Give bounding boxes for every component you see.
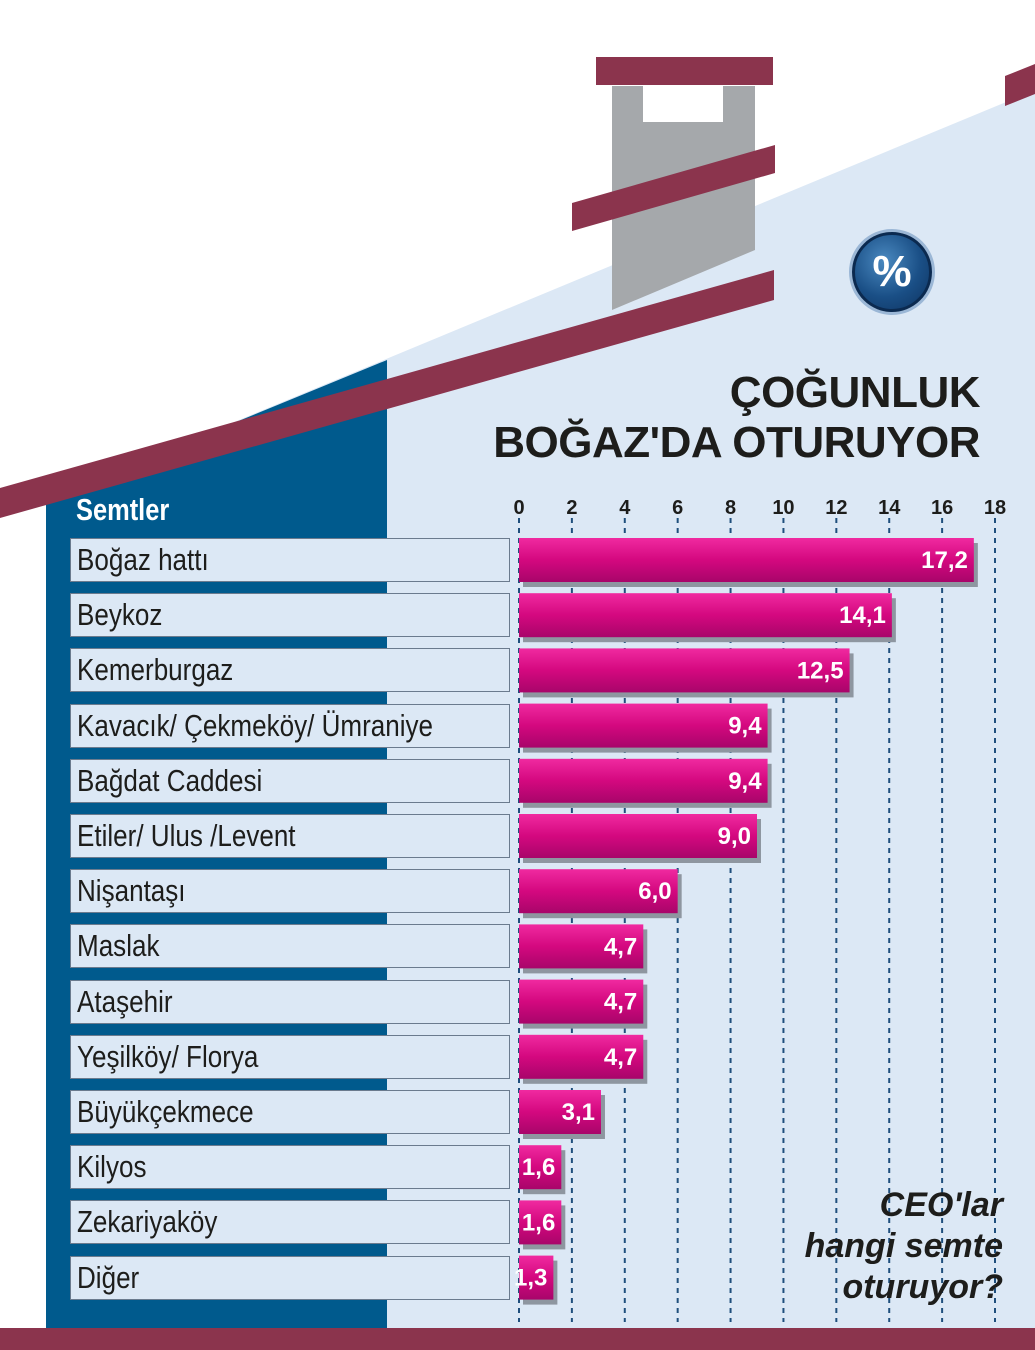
- row-label: Diğer: [70, 1255, 510, 1300]
- bar: [519, 1200, 562, 1245]
- footnote-line-3: oturuyor?: [842, 1268, 1003, 1306]
- chimney-cap: [596, 57, 773, 85]
- bar-value-label: 9,4: [728, 768, 762, 795]
- bar-value-label: 6,0: [638, 878, 671, 905]
- bar: [519, 1034, 644, 1079]
- tick-label: 0: [513, 497, 524, 519]
- category-label: Büyükçekmece: [77, 1094, 254, 1129]
- x-axis-ticks: 0 2 4 6 8 10 12 14 16 18: [513, 497, 1006, 519]
- tick-label: 6: [672, 497, 683, 519]
- ground-band: [0, 1328, 1035, 1350]
- bar: [519, 979, 644, 1024]
- column-header: Semtler: [76, 492, 170, 527]
- row-label: Kilyos: [70, 1145, 510, 1190]
- bar-value-label: 17,2: [921, 547, 968, 574]
- tick-label: 14: [878, 497, 901, 519]
- category-label: Kilyos: [77, 1149, 147, 1185]
- bar: [519, 648, 850, 693]
- category-label: Bağdat Caddesi: [77, 762, 263, 798]
- row-label: Büyükçekmece: [70, 1090, 510, 1134]
- tick-label: 10: [772, 497, 794, 519]
- roof-band: [0, 270, 774, 518]
- row-label: Boğaz hattı: [70, 538, 510, 582]
- bar: [519, 1090, 601, 1134]
- category-label: Boğaz hattı: [77, 542, 209, 577]
- roof-right-band: [1005, 64, 1035, 106]
- tick-label: 18: [984, 497, 1006, 519]
- bar-value-label: 9,0: [718, 823, 751, 850]
- bar-value-label: 1,3: [514, 1265, 547, 1292]
- bar: [519, 593, 892, 638]
- chimney-window: [643, 86, 723, 122]
- bar-value-label: 4,7: [604, 1044, 637, 1071]
- category-label: Kavacık/ Çekmeköy/ Ümraniye: [77, 707, 434, 743]
- row-label: Kavacık/ Çekmeköy/ Ümraniye: [70, 703, 510, 748]
- bar: [519, 1145, 562, 1190]
- tick-label: 12: [825, 497, 847, 519]
- tick-label: 16: [931, 497, 953, 519]
- category-label: Diğer: [77, 1259, 140, 1295]
- row-label: Beykoz: [70, 593, 510, 638]
- row-label: Maslak: [70, 924, 510, 969]
- bar: [519, 538, 974, 582]
- tick-label: 8: [725, 497, 736, 519]
- bar: [519, 758, 768, 803]
- category-label: Nişantaşı: [77, 873, 186, 909]
- category-label: Beykoz: [77, 597, 163, 633]
- row-label: Nişantaşı: [70, 869, 510, 914]
- bar: [519, 924, 644, 969]
- bar: [519, 703, 768, 748]
- bar-value-label: 4,7: [604, 989, 637, 1016]
- footnote: CEO'lar hangi semte oturuyor?: [805, 1185, 1003, 1308]
- category-label: Kemerburgaz: [77, 652, 234, 688]
- bar-value-label: 1,6: [522, 1154, 555, 1181]
- bar-series: 17,2 14,1 12,5 9,4 9,4 9,0 6,0 4,7 4,7 4,7 3,1 1,6 1…: [514, 538, 978, 1305]
- footnote-line-2: hangi semte: [804, 1227, 1003, 1265]
- tick-label: 4: [619, 497, 631, 519]
- bar: [519, 1255, 554, 1300]
- footnote-line-1: CEO'lar: [879, 1186, 1003, 1224]
- row-label: Etiler/ Ulus /Levent: [70, 814, 510, 858]
- bar: [519, 869, 678, 914]
- bar: [519, 814, 757, 858]
- chimney-band: [572, 145, 775, 231]
- bar-value-label: 3,1: [562, 1099, 595, 1126]
- row-label: Bağdat Caddesi: [70, 758, 510, 803]
- category-label: Etiler/ Ulus /Levent: [77, 818, 296, 853]
- row-label: Zekariyaköy: [70, 1200, 510, 1245]
- category-label: Maslak: [77, 928, 160, 964]
- bar-value-label: 9,4: [728, 713, 762, 740]
- bar-value-label: 12,5: [797, 657, 844, 684]
- category-label: Zekariyaköy: [77, 1204, 218, 1240]
- bar-value-label: 1,6: [522, 1209, 555, 1236]
- percent-badge-icon: %: [852, 232, 932, 312]
- category-label: Yeşilköy/ Florya: [77, 1038, 259, 1074]
- chart-title-line-1: ÇOĞUNLUK: [729, 368, 981, 417]
- row-label: Ataşehir: [70, 979, 510, 1024]
- row-label: Yeşilköy/ Florya: [70, 1034, 510, 1079]
- bar-value-label: 4,7: [604, 933, 637, 960]
- bar-value-label: 14,1: [839, 602, 886, 629]
- chart-title-line-2: BOĞAZ'DA OTURUYOR: [493, 418, 980, 467]
- tick-label: 2: [566, 497, 577, 519]
- row-label: Kemerburgaz: [70, 648, 510, 693]
- category-label: Ataşehir: [77, 983, 173, 1019]
